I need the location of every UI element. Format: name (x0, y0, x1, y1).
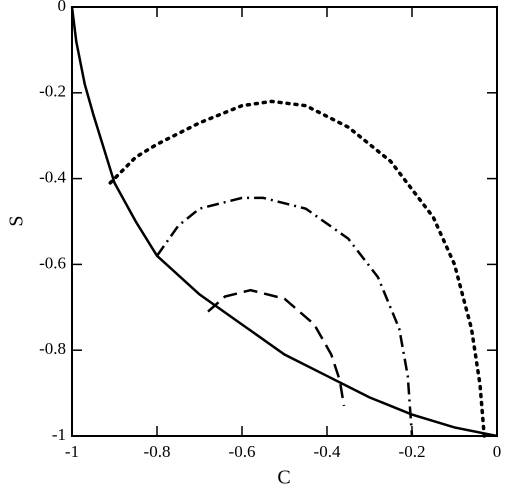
y-tick-label: -0.6 (39, 253, 66, 272)
series-line (108, 99, 486, 438)
plot-frame (71, 6, 498, 437)
y-tick-label: -0.4 (39, 168, 66, 187)
x-tick-label: -0.2 (399, 442, 426, 461)
y-tick-label: -1 (52, 425, 66, 444)
series-line (207, 288, 346, 407)
x-tick-label: -1 (65, 442, 79, 461)
x-axis-label: C (277, 467, 290, 489)
x-tick-label: -0.6 (229, 442, 256, 461)
x-tick-label: 0 (493, 442, 502, 461)
series-line (155, 196, 414, 437)
y-tick-label: 0 (58, 0, 67, 15)
x-tick-label: -0.4 (314, 442, 341, 461)
series-line (70, 6, 498, 438)
y-axis-label: S (6, 215, 28, 226)
y-tick-label: -0.2 (39, 82, 66, 101)
y-tick-label: -0.8 (39, 339, 66, 358)
x-tick-label: -0.8 (144, 442, 171, 461)
